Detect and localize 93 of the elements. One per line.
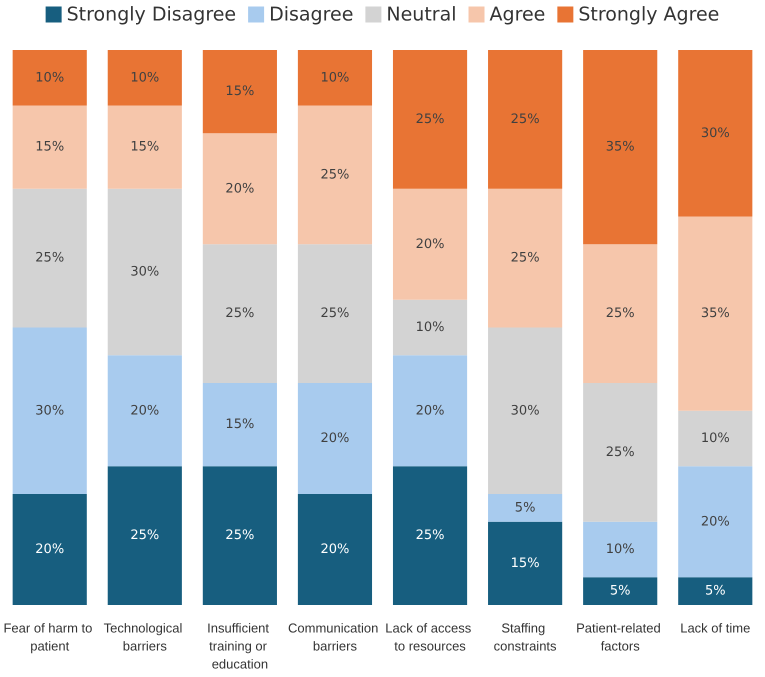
bar [202,466,277,605]
bar [298,50,372,106]
data-label: 5% [514,500,536,516]
data-label: 20% [416,403,444,418]
data-label: 20% [700,514,730,530]
data-label: 10% [416,320,444,335]
bar [108,466,182,605]
data-label: 15% [225,84,254,100]
x-tick-label: Patient-related factors [576,620,664,654]
x-tick-label: Technological barriers [104,620,186,654]
bar [108,188,182,356]
data-label: 25% [35,250,64,266]
data-label: 25% [320,167,350,182]
bar [488,328,562,494]
data-label: 20% [35,542,64,557]
data-label: 30% [700,126,730,141]
data-label: 20% [225,181,254,196]
bar [678,410,752,466]
bar [202,383,277,466]
bar [392,466,468,605]
data-label: 15% [510,556,540,571]
legend-label: Agree [490,4,546,26]
bar [202,133,277,244]
bar [202,50,277,134]
bar [202,244,277,383]
data-label: 10% [606,542,635,557]
data-label: 20% [416,236,444,252]
bar [108,355,182,466]
bar [392,355,468,466]
bar [583,522,658,578]
bar [108,50,182,106]
x-tick-label: Insufficient training or education [207,620,273,672]
bar [392,50,468,189]
data-label: 10% [320,70,350,86]
data-label: 25% [416,528,444,544]
bar [678,466,752,578]
data-label: 25% [225,306,254,322]
data-label: 25% [510,250,540,266]
x-tick-label: Lack of access to resources [385,620,475,654]
x-tick-label: Fear of harm to patient [3,620,96,654]
bar [488,188,562,328]
bar [298,106,372,244]
x-tick-label: Communication barriers [288,620,382,654]
x-tick-label: Lack of time [680,620,750,636]
bar [12,50,87,106]
data-label: 30% [35,403,64,418]
bar [583,50,658,244]
bar [678,50,752,216]
data-label: 15% [225,417,254,432]
data-label: 25% [130,528,160,544]
data-label: 10% [700,431,730,446]
legend-label: Neutral [386,4,457,26]
data-label: 25% [320,306,350,322]
data-label: 25% [606,444,635,460]
data-label: 20% [130,403,160,418]
data-label: 35% [606,140,635,155]
bar [583,383,658,522]
legend-label: Strongly Agree [578,4,720,26]
bar [678,216,752,411]
bar [488,50,562,189]
bar [12,106,87,189]
bar [392,188,468,300]
bar [298,494,372,605]
bar [298,244,372,383]
bar [12,328,87,494]
data-label: 25% [606,306,635,322]
data-label: 10% [35,70,64,86]
data-label: 15% [35,140,64,155]
data-label: 25% [416,112,444,127]
data-label: 5% [704,584,726,599]
data-label: 30% [130,264,160,280]
data-label: 25% [225,528,254,544]
bar [583,577,658,605]
bar [678,577,752,605]
bar [298,383,372,494]
bar [108,106,182,189]
legend-label: Strongly Disagree [66,4,236,26]
data-label: 30% [510,403,540,418]
bar [392,300,468,356]
data-label: 20% [320,542,350,557]
data-label: 20% [320,431,350,446]
data-label: 35% [700,306,730,322]
data-label: 25% [510,112,540,127]
bar [488,522,562,605]
x-tick-label: Staffing constraints [494,620,558,654]
data-label: 5% [610,584,631,599]
bar [488,494,562,522]
bar [12,188,87,328]
legend-label: Disagree [269,4,354,26]
data-label: 10% [130,70,160,86]
bar [12,494,87,605]
bar [583,244,658,383]
data-label: 15% [130,140,160,155]
